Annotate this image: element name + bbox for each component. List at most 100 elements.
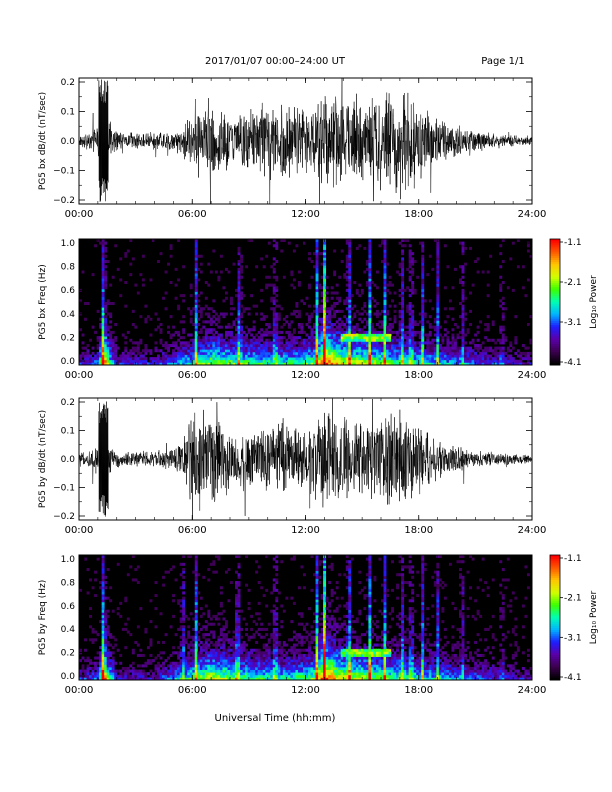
spectrogram-cell	[320, 336, 324, 340]
colorbar-segment	[550, 339, 560, 343]
spectrogram-cell	[323, 651, 327, 655]
spectrogram-cell	[310, 638, 314, 642]
spectrogram-cell	[235, 659, 238, 663]
spectrogram-cell	[212, 648, 216, 652]
spectrogram-cell	[277, 651, 281, 655]
spectrogram-cell	[237, 555, 241, 558]
spectrogram-cell	[418, 349, 422, 353]
spectrogram-cell	[441, 354, 445, 358]
spectrogram-cell	[194, 302, 198, 306]
spectrogram-cell	[287, 330, 291, 334]
spectrogram-cell	[295, 677, 299, 681]
spectrogram-cell	[207, 638, 211, 642]
spectrogram-cell	[149, 357, 153, 361]
spectrogram-cell	[214, 341, 218, 345]
spectrogram-cell	[250, 349, 254, 353]
spectrogram-cell	[438, 325, 442, 329]
spectrogram-cell	[345, 265, 349, 269]
spectrogram-cell	[240, 312, 243, 316]
spectrogram-cell	[300, 344, 304, 348]
spectrogram-cell	[290, 659, 294, 663]
spectrogram-cell	[267, 346, 271, 350]
spectrogram-cell	[230, 357, 233, 361]
spectrogram-cell	[250, 677, 254, 681]
spectrogram-cell	[504, 338, 508, 342]
spectrogram-cell	[308, 351, 311, 355]
spectrogram-cell	[129, 359, 133, 363]
spectrogram-cell	[141, 362, 145, 366]
spectrogram-cell	[368, 344, 372, 348]
spectrogram-cell	[199, 359, 203, 363]
spectrogram-cell	[94, 630, 98, 634]
spectrogram-cell	[139, 354, 143, 358]
spectrogram-cell	[310, 672, 314, 676]
spectrogram-cell	[302, 346, 306, 350]
spectrogram-cell	[406, 309, 410, 313]
spectrogram-cell	[204, 346, 208, 350]
spectrogram-cell	[315, 588, 319, 592]
spectrogram-cell	[199, 312, 203, 316]
spectrogram-cell	[146, 349, 150, 353]
x-tick-label: 06:00	[178, 209, 207, 220]
spectrogram-cell	[124, 669, 128, 673]
spectrogram-cell	[219, 586, 223, 590]
spectrogram-cell	[275, 555, 279, 558]
spectrogram-cell	[159, 341, 163, 345]
spectrogram-cell	[194, 296, 198, 300]
spectrogram-cell	[262, 351, 266, 355]
spectrogram-cell	[202, 672, 206, 676]
spectrogram-cell	[297, 270, 301, 274]
spectrogram-cell	[310, 362, 314, 366]
spectrogram-cell	[104, 341, 108, 345]
spectrogram-cell	[378, 341, 382, 345]
spectrogram-cell	[189, 651, 193, 655]
spectrogram-cell	[388, 283, 392, 287]
spectrogram-cell	[212, 656, 216, 660]
spectrogram-cell	[403, 349, 407, 353]
spectrogram-cell	[378, 359, 382, 363]
spectrogram-cell	[240, 296, 243, 300]
spectrogram-cell	[358, 330, 362, 334]
spectrogram-cell	[436, 270, 440, 274]
spectrogram-cell	[109, 672, 113, 676]
spectrogram-cell	[224, 635, 228, 639]
x-tick-label: 24:00	[518, 209, 547, 220]
spectrogram-cell	[453, 344, 457, 348]
spectrogram-cell	[428, 323, 432, 327]
spectrogram-cell	[365, 312, 369, 316]
spectrogram-cell	[230, 354, 233, 358]
spectrogram-cell	[318, 651, 321, 655]
spectrogram-cell	[313, 354, 316, 358]
spectrogram-cell	[421, 281, 425, 285]
spectrogram-cell	[217, 672, 221, 676]
spectrogram-cell	[313, 346, 316, 350]
spectrogram-cell	[204, 304, 208, 308]
spectrogram-cell	[333, 304, 337, 308]
spectrogram-cell	[421, 265, 425, 269]
spectrogram-cell	[235, 354, 238, 358]
spectrogram-cell	[194, 291, 198, 295]
spectrogram-cell	[275, 349, 279, 353]
y-axis-label: PG5 by dB/dt (nT/sec)	[38, 410, 48, 508]
spectrogram-cell	[227, 362, 231, 366]
spectrogram-cell	[209, 666, 213, 670]
spectrogram-cell	[300, 638, 304, 642]
spectrogram-cell	[212, 328, 216, 332]
spectrogram-cell	[348, 359, 352, 363]
spectrogram-cell	[526, 346, 530, 350]
colorbar-segment	[550, 257, 560, 261]
spectrogram-cell	[388, 323, 392, 327]
spectrogram-cell	[187, 674, 191, 678]
spectrogram-cell	[315, 635, 319, 639]
spectrogram-cell	[272, 330, 276, 334]
spectrogram-cell	[109, 312, 113, 316]
spectrogram-cell	[401, 299, 405, 303]
colorbar-segment	[550, 312, 560, 316]
spectrogram-cell	[104, 646, 108, 650]
spectrogram-cell	[192, 346, 196, 350]
spectrogram-cell	[305, 664, 309, 668]
spectrogram-cell	[237, 573, 241, 577]
spectrogram-cell	[227, 648, 231, 652]
spectrogram-cell	[136, 359, 140, 363]
spectrogram-cell	[524, 362, 528, 366]
